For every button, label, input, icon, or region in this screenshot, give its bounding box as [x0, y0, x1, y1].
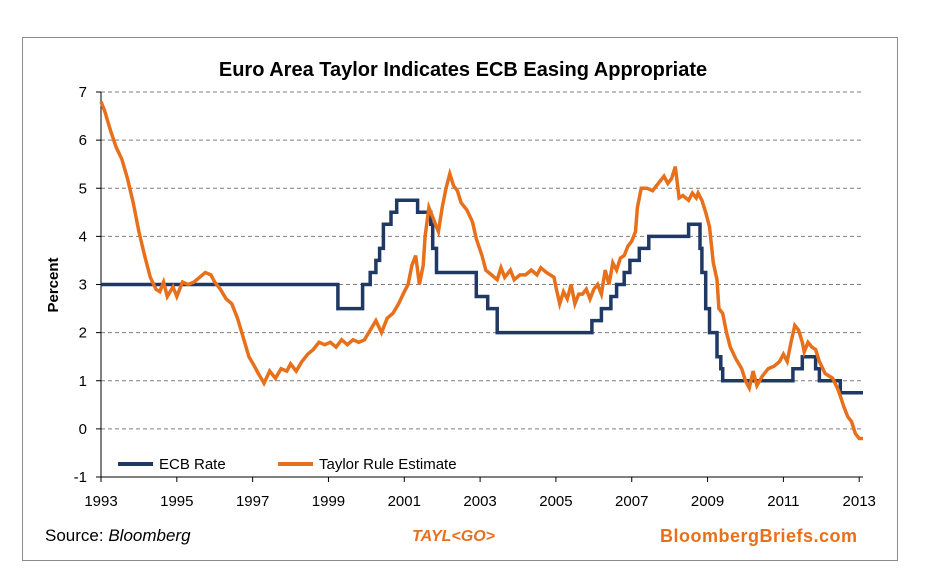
brand-link[interactable]: BloombergBriefs.com [660, 526, 858, 546]
x-tick-label-1999: 1999 [312, 493, 345, 510]
y-tick-labels: -1 0 1 2 3 4 5 6 7 [74, 84, 101, 486]
y-tick-label--1: -1 [74, 469, 87, 486]
ecb-rate-line [101, 198, 863, 395]
x-tick-label-2009: 2009 [691, 493, 724, 510]
x-tick-label-1997: 1997 [236, 493, 269, 510]
terminal-command: TAYL<GO> [412, 528, 495, 545]
chart-frame [22, 37, 898, 561]
x-tick-label-2007: 2007 [615, 493, 648, 510]
series-lines [99, 100, 863, 441]
y-axis-label: Percent [45, 257, 62, 312]
source-name: Bloomberg [108, 526, 191, 545]
source-prefix: Source: [45, 526, 104, 545]
legend-label-ecb-rate: ECB Rate [159, 456, 226, 473]
x-tick-label-1995: 1995 [160, 493, 193, 510]
x-tick-label-2005: 2005 [539, 493, 572, 510]
x-tick-label-2001: 2001 [388, 493, 421, 510]
chart-title: Euro Area Taylor Indicates ECB Easing Ap… [219, 59, 707, 81]
x-tick-label-2013: 2013 [843, 493, 876, 510]
x-tick-label-2011: 2011 [767, 493, 799, 510]
taylor-rule-line [99, 100, 863, 441]
source-note: Source: Bloomberg [45, 526, 191, 546]
y-tick-label-2: 2 [79, 325, 87, 342]
y-tick-label-1: 1 [79, 373, 87, 390]
legend: ECB Rate Taylor Rule Estimate [118, 456, 457, 473]
x-tick-labels: 1993 1995 1997 1999 2001 2003 2005 2007 2009 2011… [84, 477, 876, 510]
x-tick-label-2003: 2003 [463, 493, 496, 510]
legend-label-taylor-rule: Taylor Rule Estimate [319, 456, 457, 473]
y-tick-label-5: 5 [79, 180, 87, 197]
y-tick-label-7: 7 [79, 84, 87, 101]
y-tick-label-4: 4 [79, 228, 87, 245]
y-tick-label-3: 3 [79, 277, 87, 294]
x-tick-label-1993: 1993 [84, 493, 117, 510]
y-tick-label-0: 0 [79, 421, 87, 438]
y-tick-label-6: 6 [79, 132, 87, 149]
